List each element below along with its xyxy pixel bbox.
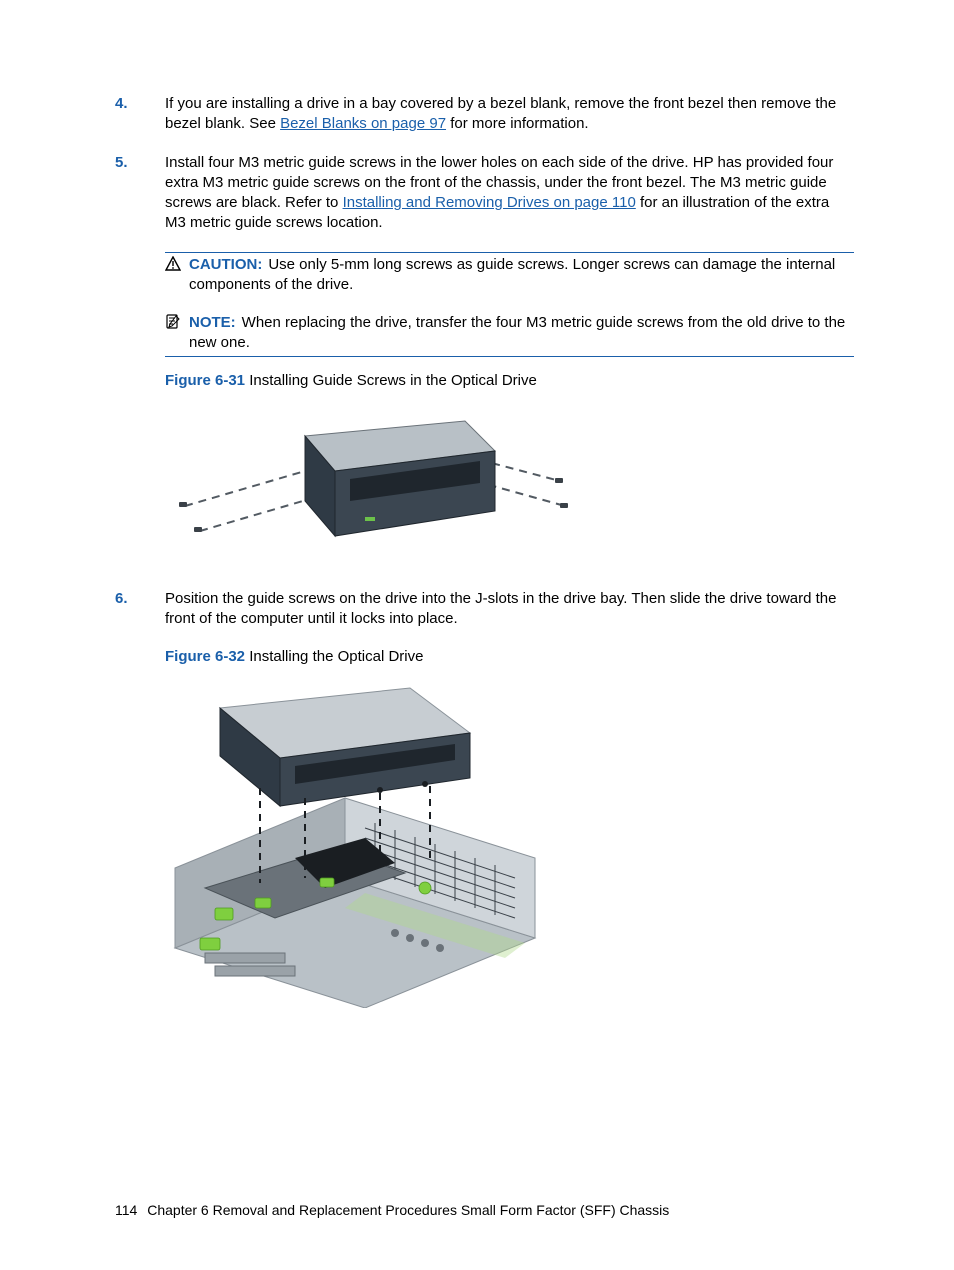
step-number: 6. (115, 589, 165, 630)
caution-label: CAUTION: (189, 256, 262, 273)
caution-icon (165, 256, 181, 272)
step-5: 5. Install four M3 metric guide screws i… (115, 153, 854, 234)
figure-number: Figure 6-32 (165, 648, 245, 665)
note-body: NOTE:When replacing the drive, transfer … (189, 313, 854, 354)
figure-631-caption: Figure 6-31 Installing Guide Screws in t… (165, 371, 854, 391)
caution-block: CAUTION:Use only 5-mm long screws as gui… (165, 252, 854, 298)
step-body: If you are installing a drive in a bay c… (165, 94, 854, 135)
note-text: When replacing the drive, transfer the f… (189, 314, 845, 351)
page-number: 114 (115, 1202, 137, 1218)
note-block: NOTE:When replacing the drive, transfer … (165, 311, 854, 357)
figure-title: Installing Guide Screws in the Optical D… (245, 372, 537, 389)
step-4: 4. If you are installing a drive in a ba… (115, 94, 854, 135)
link-bezel-blanks[interactable]: Bezel Blanks on page 97 (280, 115, 446, 132)
figure-631-image (165, 401, 585, 561)
figure-632-caption: Figure 6-32 Installing the Optical Drive (165, 647, 854, 667)
link-installing-drives[interactable]: Installing and Removing Drives on page 1… (343, 194, 636, 211)
page-footer: 114 Chapter 6 Removal and Replacement Pr… (115, 1201, 669, 1220)
step-text-before: Position the guide screws on the drive i… (165, 590, 836, 627)
note-icon (165, 314, 181, 330)
figure-number: Figure 6-31 (165, 372, 245, 389)
step-body: Position the guide screws on the drive i… (165, 589, 854, 630)
caution-text: Use only 5-mm long screws as guide screw… (189, 256, 835, 293)
figure-title: Installing the Optical Drive (245, 648, 423, 665)
footer-chapter: Chapter 6 Removal and Replacement Proced… (147, 1202, 669, 1218)
figure-632-image (165, 678, 545, 1008)
caution-body: CAUTION:Use only 5-mm long screws as gui… (189, 255, 854, 296)
step-number: 4. (115, 94, 165, 135)
step-6: 6. Position the guide screws on the driv… (115, 589, 854, 630)
note-label: NOTE: (189, 314, 236, 331)
step-text-after: for more information. (446, 115, 589, 132)
step-body: Install four M3 metric guide screws in t… (165, 153, 854, 234)
step-number: 5. (115, 153, 165, 234)
